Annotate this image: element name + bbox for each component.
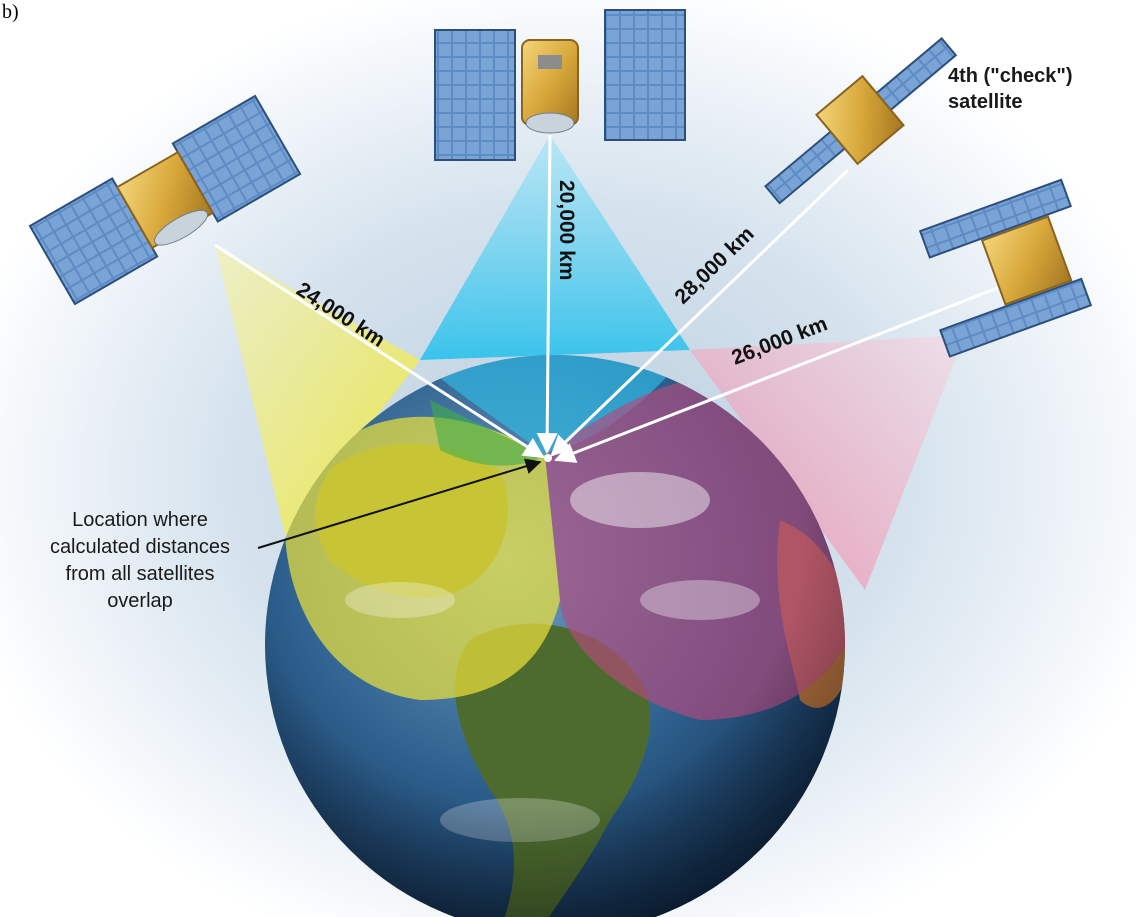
distance-line-sat4 bbox=[554, 283, 1006, 463]
satellite-body bbox=[521, 39, 579, 126]
distance-lines bbox=[214, 134, 1006, 463]
yellow-signal-cone bbox=[215, 245, 420, 535]
location-label-line-3: from all satellites bbox=[66, 563, 215, 585]
location-label-line-1: Location where bbox=[72, 509, 208, 531]
check-satellite-line-1: 4th ("check") bbox=[948, 65, 1073, 87]
satellite-3-check bbox=[764, 37, 958, 205]
check-satellite-label: 4th ("check") satellite bbox=[948, 65, 1073, 113]
location-label-line-4: overlap bbox=[107, 590, 173, 612]
satellite-body bbox=[815, 74, 905, 166]
figure-label: b) bbox=[2, 1, 19, 23]
location-label-line-2: calculated distances bbox=[50, 536, 230, 558]
distance-line-sat3 bbox=[550, 168, 850, 457]
location-callout: Location where calculated distances from… bbox=[50, 458, 542, 612]
antenna-dish bbox=[525, 112, 575, 134]
location-point bbox=[544, 454, 552, 462]
solar-panel bbox=[434, 29, 516, 161]
satellite-4 bbox=[918, 178, 1093, 358]
solar-panel bbox=[604, 9, 686, 141]
antenna-dish bbox=[154, 209, 208, 246]
solar-panel bbox=[918, 178, 1073, 259]
solar-panel bbox=[939, 277, 1093, 358]
distance-line-sat2 bbox=[536, 134, 558, 455]
check-satellite-line-2: satellite bbox=[948, 91, 1022, 113]
pink-signal-cone bbox=[690, 335, 965, 590]
satellite-2 bbox=[434, 9, 686, 161]
distance-line-sat1 bbox=[214, 243, 545, 459]
cyan-signal-cone bbox=[420, 135, 690, 360]
satellite-body bbox=[980, 215, 1073, 306]
satellite-1 bbox=[28, 94, 302, 306]
location-pointer-arrow bbox=[257, 458, 542, 549]
distance-label-sat2: 20,000 km bbox=[555, 180, 578, 280]
sensor-block bbox=[538, 55, 562, 69]
